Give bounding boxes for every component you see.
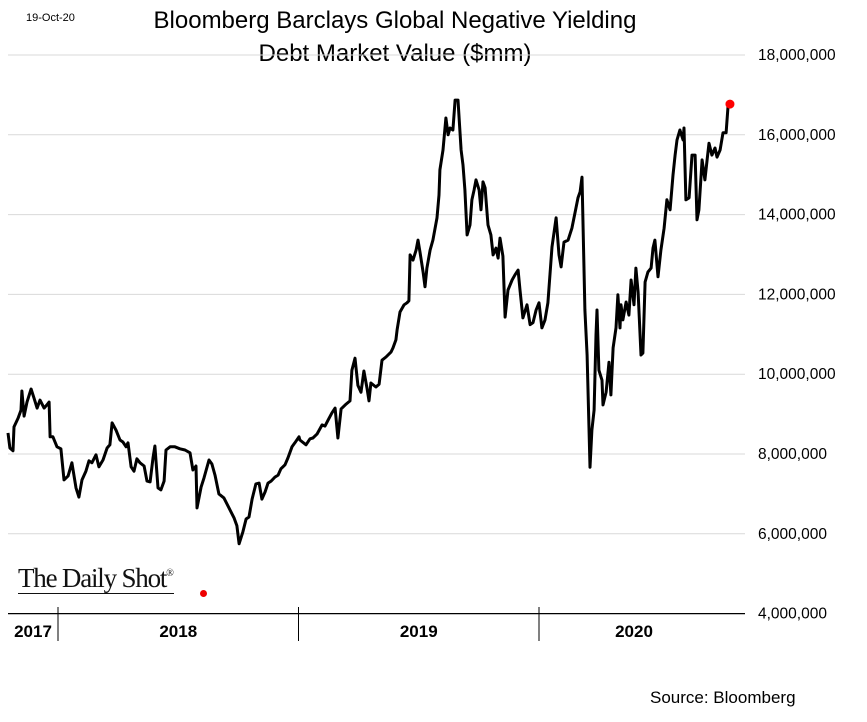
last-point-marker [725, 99, 735, 109]
logo-the-daily-shot: The Daily Shot® [18, 563, 174, 594]
y-tick-label: 16,000,000 [758, 127, 836, 144]
y-tick-label: 14,000,000 [758, 207, 836, 224]
y-tick-label: 8,000,000 [758, 446, 827, 463]
x-tick-label: 2017 [14, 622, 52, 641]
x-tick-label: 2019 [400, 622, 438, 641]
logo-red-dot [200, 590, 207, 597]
y-tick-label: 4,000,000 [758, 606, 827, 623]
chart-title: Bloomberg Barclays Global Negative Yield… [80, 4, 710, 70]
chart-title-line2: Debt Market Value ($mm) [258, 40, 532, 67]
y-tick-label: 18,000,000 [758, 47, 836, 64]
chart-title-line1: Bloomberg Barclays Global Negative Yield… [153, 7, 637, 34]
x-axis: 2017 2018 2019 2020 [8, 607, 745, 641]
x-tick-label: 2018 [159, 622, 197, 641]
y-tick-label: 6,000,000 [758, 526, 827, 543]
series-line [6, 98, 732, 546]
y-axis-ticks: 18,000,000 16,000,000 14,000,000 12,000,000… [758, 47, 836, 623]
source-note: Source: Bloomberg [650, 688, 796, 707]
date-stamp: 19-Oct-20 [26, 12, 75, 24]
x-tick-label: 2020 [615, 622, 653, 641]
y-tick-label: 12,000,000 [758, 286, 836, 303]
y-tick-label: 10,000,000 [758, 366, 836, 383]
